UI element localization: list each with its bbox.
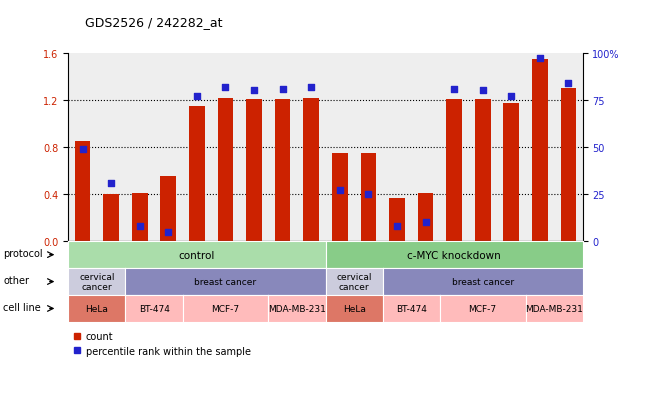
Point [277, 86, 288, 93]
Bar [332, 154, 348, 242]
Point [421, 220, 431, 226]
Text: protocol: protocol [3, 249, 43, 259]
Text: cell line: cell line [3, 302, 41, 312]
Point [335, 188, 345, 194]
Text: MDA-MB-231: MDA-MB-231 [525, 304, 583, 313]
Text: other: other [3, 275, 29, 285]
Bar [104, 195, 119, 242]
Text: GDS2526 / 242282_at: GDS2526 / 242282_at [85, 16, 222, 29]
Point [163, 229, 174, 235]
Point [563, 81, 574, 87]
Point [534, 56, 545, 63]
Bar [389, 198, 405, 242]
Bar [503, 104, 519, 242]
Bar [275, 100, 290, 242]
Point [191, 94, 202, 100]
Point [477, 88, 488, 95]
Text: MCF-7: MCF-7 [212, 304, 240, 313]
Bar [361, 154, 376, 242]
Bar [446, 100, 462, 242]
Bar [561, 89, 576, 242]
Point [135, 223, 145, 230]
Bar [217, 98, 233, 242]
Text: breast cancer: breast cancer [452, 278, 514, 286]
Point [506, 94, 516, 100]
Point [106, 180, 117, 187]
Point [220, 84, 230, 91]
Point [77, 146, 88, 153]
Text: HeLa: HeLa [85, 304, 108, 313]
Bar [532, 59, 547, 242]
Bar [132, 193, 148, 242]
Point [306, 84, 316, 91]
Text: MDA-MB-231: MDA-MB-231 [268, 304, 326, 313]
Text: BT-474: BT-474 [396, 304, 426, 313]
Bar [475, 100, 490, 242]
Bar [75, 142, 90, 242]
Bar [303, 98, 319, 242]
Text: cervical
cancer: cervical cancer [337, 272, 372, 292]
Text: control: control [179, 250, 215, 260]
Bar [418, 193, 434, 242]
Text: c-MYC knockdown: c-MYC knockdown [407, 250, 501, 260]
Bar [189, 107, 205, 242]
Legend: count, percentile rank within the sample: count, percentile rank within the sample [73, 331, 251, 356]
Point [449, 86, 459, 93]
Text: MCF-7: MCF-7 [469, 304, 497, 313]
Text: cervical
cancer: cervical cancer [79, 272, 115, 292]
Bar [161, 177, 176, 242]
Point [249, 88, 259, 95]
Point [392, 223, 402, 230]
Text: HeLa: HeLa [342, 304, 365, 313]
Text: breast cancer: breast cancer [195, 278, 256, 286]
Text: BT-474: BT-474 [139, 304, 169, 313]
Point [363, 191, 374, 198]
Bar [246, 100, 262, 242]
